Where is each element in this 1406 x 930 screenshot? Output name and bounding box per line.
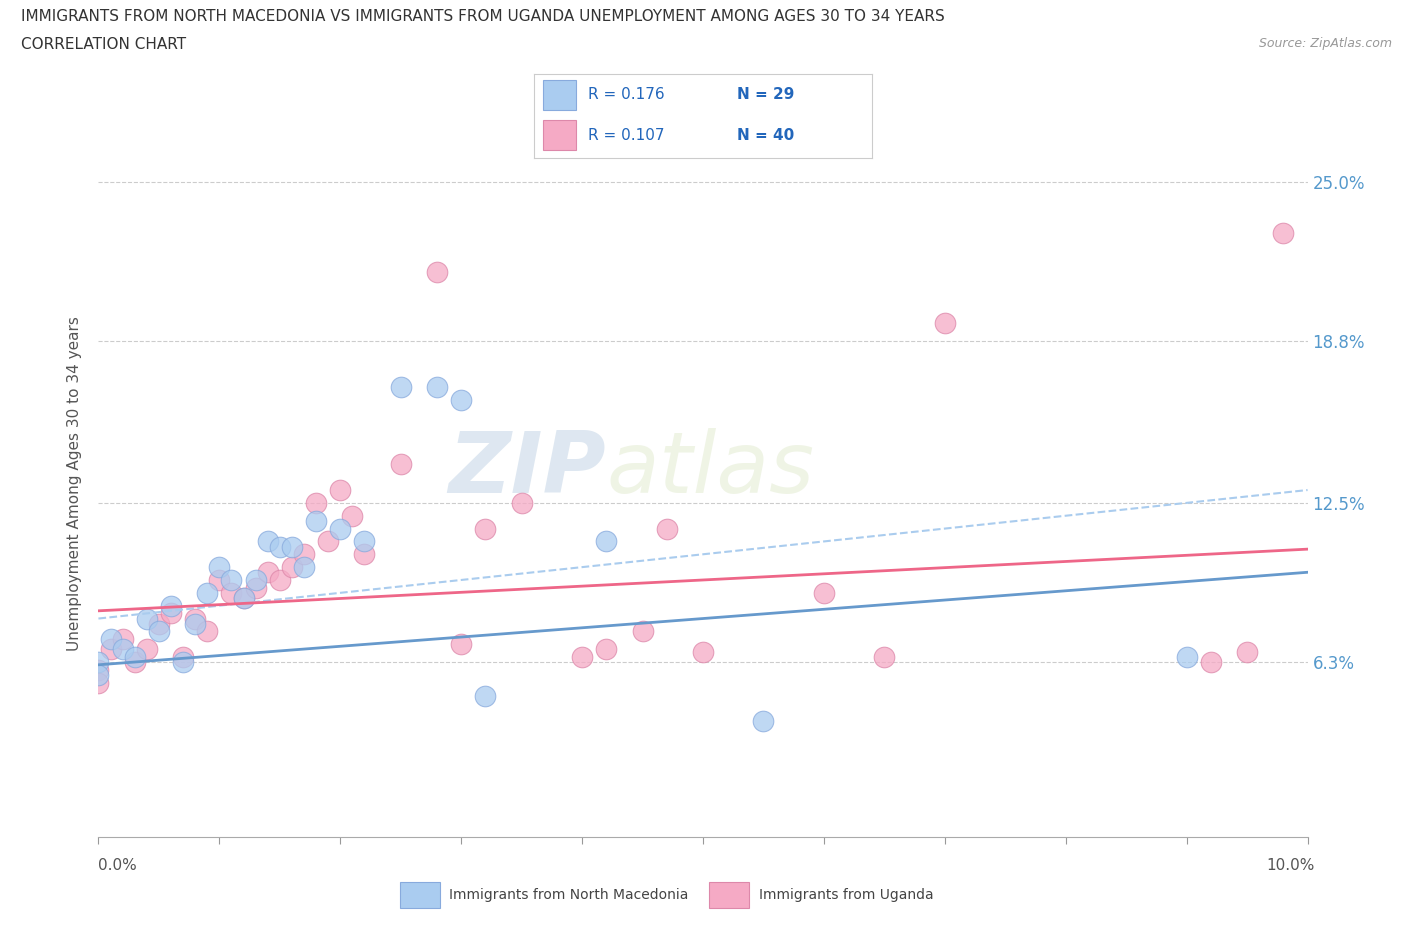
Point <box>195 624 218 639</box>
Point <box>245 580 267 595</box>
Point <box>111 631 134 646</box>
Point <box>160 606 183 621</box>
Point <box>232 591 254 605</box>
Point <box>87 675 110 690</box>
Point <box>1199 655 1222 670</box>
Point <box>426 264 449 279</box>
Point <box>316 534 339 549</box>
Point <box>426 379 449 394</box>
Point <box>631 624 654 639</box>
Bar <box>543 121 576 150</box>
Point <box>111 642 134 657</box>
Point <box>1272 226 1295 241</box>
Point <box>281 560 304 575</box>
Bar <box>399 883 440 908</box>
Point <box>100 631 122 646</box>
Point <box>305 513 328 528</box>
Point <box>813 585 835 600</box>
Point <box>752 714 775 729</box>
Point <box>934 315 956 330</box>
Point <box>148 617 170 631</box>
Point <box>305 496 328 511</box>
Point <box>124 650 146 665</box>
Text: R = 0.107: R = 0.107 <box>588 127 665 142</box>
Point <box>172 650 194 665</box>
Text: ZIP: ZIP <box>449 428 606 511</box>
Point <box>208 560 231 575</box>
Point <box>655 521 678 536</box>
Point <box>873 650 896 665</box>
Point <box>1175 650 1198 665</box>
Point <box>232 591 254 605</box>
Bar <box>543 80 576 110</box>
Point <box>389 379 412 394</box>
Point <box>160 598 183 613</box>
Point <box>1236 644 1258 659</box>
Point <box>595 534 617 549</box>
Text: CORRELATION CHART: CORRELATION CHART <box>21 37 186 52</box>
Point <box>269 573 291 588</box>
Point <box>292 560 315 575</box>
Point <box>221 585 243 600</box>
Point <box>450 392 472 407</box>
Text: N = 29: N = 29 <box>737 87 794 102</box>
Point <box>148 624 170 639</box>
Point <box>329 483 352 498</box>
Y-axis label: Unemployment Among Ages 30 to 34 years: Unemployment Among Ages 30 to 34 years <box>67 316 83 651</box>
Point <box>87 655 110 670</box>
Point <box>135 611 157 626</box>
Point <box>124 655 146 670</box>
Point <box>474 688 496 703</box>
Point <box>87 662 110 677</box>
Point <box>195 585 218 600</box>
Point <box>353 534 375 549</box>
Text: 10.0%: 10.0% <box>1267 857 1315 872</box>
Text: Immigrants from North Macedonia: Immigrants from North Macedonia <box>450 888 689 902</box>
Point <box>450 637 472 652</box>
Text: R = 0.176: R = 0.176 <box>588 87 665 102</box>
Point <box>87 668 110 683</box>
Point <box>353 547 375 562</box>
Point <box>221 573 243 588</box>
Point <box>269 539 291 554</box>
Text: atlas: atlas <box>606 428 814 511</box>
Point <box>292 547 315 562</box>
Point <box>595 642 617 657</box>
Text: Immigrants from Uganda: Immigrants from Uganda <box>759 888 934 902</box>
Point <box>135 642 157 657</box>
Point <box>208 573 231 588</box>
Point <box>256 565 278 579</box>
Point <box>474 521 496 536</box>
Point <box>100 642 122 657</box>
Text: 0.0%: 0.0% <box>98 857 138 872</box>
Point <box>342 509 364 524</box>
Bar <box>709 883 749 908</box>
Point <box>184 611 207 626</box>
Text: IMMIGRANTS FROM NORTH MACEDONIA VS IMMIGRANTS FROM UGANDA UNEMPLOYMENT AMONG AGE: IMMIGRANTS FROM NORTH MACEDONIA VS IMMIG… <box>21 9 945 24</box>
Point <box>389 457 412 472</box>
Point <box>184 617 207 631</box>
Point <box>510 496 533 511</box>
Point <box>571 650 593 665</box>
Point <box>692 644 714 659</box>
Point <box>256 534 278 549</box>
Point <box>329 521 352 536</box>
Point <box>245 573 267 588</box>
Text: N = 40: N = 40 <box>737 127 794 142</box>
Text: Source: ZipAtlas.com: Source: ZipAtlas.com <box>1258 37 1392 50</box>
Point <box>281 539 304 554</box>
Point <box>172 655 194 670</box>
